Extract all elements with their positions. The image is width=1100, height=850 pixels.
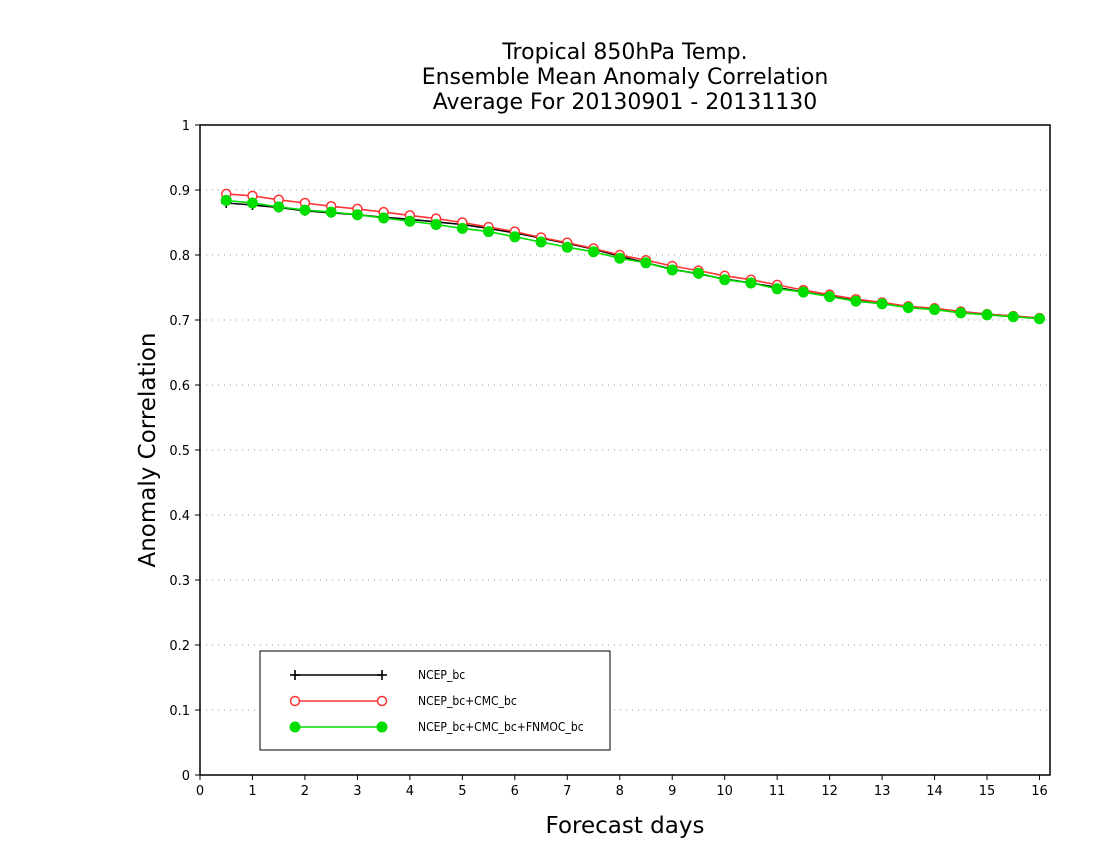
x-tick-label-11: 11 bbox=[769, 784, 786, 799]
chart-title: Tropical 850hPa Temp. Ensemble Mean Anom… bbox=[422, 40, 829, 115]
data-point-2-23 bbox=[824, 291, 836, 303]
legend-marker-left-2 bbox=[289, 721, 301, 733]
gridlines bbox=[200, 189, 1050, 711]
y-tick-label-7: 0.7 bbox=[169, 314, 190, 329]
data-point-2-8 bbox=[430, 218, 442, 230]
legend-item-0: NCEP_bc bbox=[290, 668, 465, 682]
y-tick-label-10: 1 bbox=[182, 119, 190, 134]
x-tick-label-7: 7 bbox=[563, 784, 571, 799]
legend-marker-right-0 bbox=[377, 670, 387, 680]
data-point-2-7 bbox=[404, 215, 416, 227]
legend-label-0: NCEP_bc bbox=[418, 668, 465, 682]
legend-item-2: NCEP_bc+CMC_bc+FNMOC_bc bbox=[289, 720, 584, 734]
y-tick-label-8: 0.8 bbox=[169, 249, 190, 264]
data-point-2-2 bbox=[273, 201, 285, 213]
series-points-1 bbox=[220, 188, 1045, 324]
data-point-2-14 bbox=[588, 246, 600, 258]
data-point-2-20 bbox=[745, 277, 757, 289]
data-point-2-4 bbox=[325, 206, 337, 218]
data-point-2-16 bbox=[640, 257, 652, 269]
data-point-2-30 bbox=[1007, 311, 1019, 323]
data-point-2-18 bbox=[692, 267, 704, 279]
x-tick-label-5: 5 bbox=[458, 784, 466, 799]
legend-label-2: NCEP_bc+CMC_bc+FNMOC_bc bbox=[418, 720, 584, 734]
data-point-2-0 bbox=[220, 194, 232, 206]
x-tick-label-6: 6 bbox=[511, 784, 519, 799]
data-point-2-21 bbox=[771, 283, 783, 295]
series-lines bbox=[220, 188, 1046, 325]
legend-marker-left-0 bbox=[290, 670, 300, 680]
x-tick-label-2: 2 bbox=[301, 784, 309, 799]
data-point-2-13 bbox=[561, 241, 573, 253]
x-tick-label-16: 16 bbox=[1031, 784, 1048, 799]
y-tick-label-6: 0.6 bbox=[169, 379, 190, 394]
y-tick-label-3: 0.3 bbox=[169, 574, 190, 589]
y-axis-label: Anomaly Correlation bbox=[135, 332, 161, 567]
title-line-2: Ensemble Mean Anomaly Correlation bbox=[422, 65, 829, 90]
y-tick-label-4: 0.4 bbox=[169, 509, 190, 524]
x-tick-label-3: 3 bbox=[353, 784, 361, 799]
data-point-2-29 bbox=[981, 309, 993, 321]
title-line-1: Tropical 850hPa Temp. bbox=[501, 40, 747, 65]
data-point-2-11 bbox=[509, 231, 521, 243]
x-tick-label-9: 9 bbox=[668, 784, 676, 799]
data-point-2-22 bbox=[797, 286, 809, 298]
y-tick-label-0: 0 bbox=[182, 769, 190, 784]
x-tick-label-15: 15 bbox=[979, 784, 996, 799]
x-axis-label: Forecast days bbox=[546, 813, 705, 839]
x-tick-label-4: 4 bbox=[406, 784, 414, 799]
x-tick-label-10: 10 bbox=[716, 784, 733, 799]
legend-marker-right-2 bbox=[376, 721, 388, 733]
data-point-2-1 bbox=[246, 197, 258, 209]
x-tick-label-14: 14 bbox=[926, 784, 943, 799]
data-point-2-3 bbox=[299, 204, 311, 216]
data-point-2-24 bbox=[850, 295, 862, 307]
legend: NCEP_bc NCEP_bc+CMC_bc NCEP_bc+CMC_bc+FNMO… bbox=[259, 650, 611, 751]
data-point-2-6 bbox=[378, 212, 390, 224]
data-point-2-28 bbox=[955, 307, 967, 319]
data-point-2-9 bbox=[456, 222, 468, 234]
y-tick-label-1: 0.1 bbox=[169, 704, 190, 719]
x-tick-label-1: 1 bbox=[248, 784, 256, 799]
data-point-2-10 bbox=[483, 226, 495, 238]
x-tick-label-0: 0 bbox=[196, 784, 204, 799]
data-point-2-26 bbox=[902, 302, 914, 314]
y-tick-label-2: 0.2 bbox=[169, 639, 190, 654]
legend-label-1: NCEP_bc+CMC_bc bbox=[418, 694, 517, 708]
series-line-1 bbox=[226, 193, 1040, 319]
data-point-2-27 bbox=[929, 304, 941, 316]
y-tick-label-5: 0.5 bbox=[169, 444, 190, 459]
data-point-2-19 bbox=[719, 274, 731, 286]
data-point-2-12 bbox=[535, 236, 547, 248]
y-axis-ticks: 0 0.1 0.2 0.3 0.4 0.5 0.6 0.7 0.8 0.9 1 bbox=[169, 119, 200, 784]
legend-marker-left-1 bbox=[289, 695, 301, 707]
data-point-2-15 bbox=[614, 252, 626, 264]
data-point-2-17 bbox=[666, 264, 678, 276]
legend-marker-right-1 bbox=[376, 695, 388, 707]
y-tick-label-9: 0.9 bbox=[169, 184, 190, 199]
x-tick-label-13: 13 bbox=[874, 784, 891, 799]
legend-item-1: NCEP_bc+CMC_bc bbox=[289, 694, 517, 708]
data-point-2-5 bbox=[351, 209, 363, 221]
x-axis-ticks: 0 1 2 3 4 5 6 7 8 9 10 11 12 13 14 15 16 bbox=[196, 775, 1048, 799]
series-points-2 bbox=[220, 194, 1046, 325]
x-tick-label-8: 8 bbox=[616, 784, 624, 799]
data-point-2-31 bbox=[1034, 313, 1046, 325]
title-line-3: Average For 20130901 - 20131130 bbox=[433, 90, 818, 115]
x-tick-label-12: 12 bbox=[821, 784, 838, 799]
data-point-2-25 bbox=[876, 298, 888, 310]
